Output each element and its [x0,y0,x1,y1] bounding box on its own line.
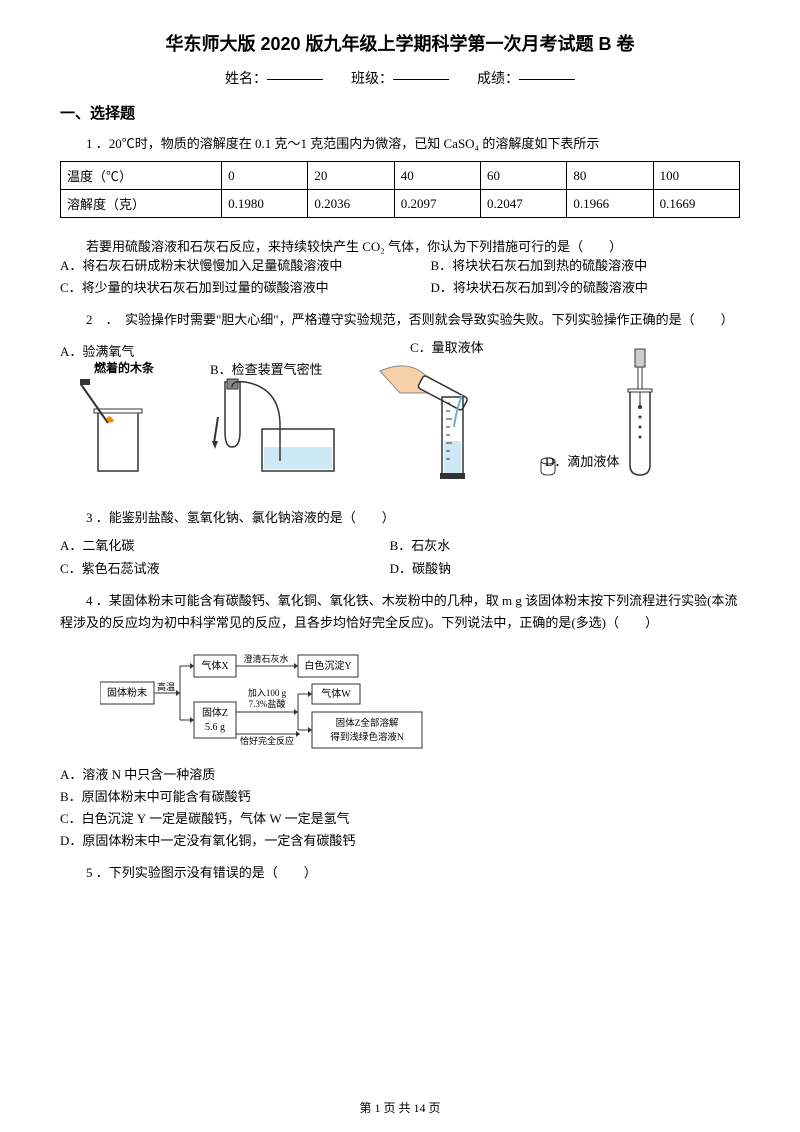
svg-text:气体W: 气体W [321,687,351,700]
score-label: 成绩： [477,72,519,87]
table-cell: 60 [481,162,567,190]
q1-option-d: D．将块状石灰石加到冷的硫酸溶液中 [430,277,729,299]
q4-option-d: D．原固体粉末中一定没有氧化铜，一定含有碳酸钙 [60,830,740,852]
apparatus-d-icon [620,347,664,483]
table-cell: 40 [394,162,480,190]
name-label: 姓名： [225,72,267,87]
svg-text:固体Z全部溶解: 固体Z全部溶解 [336,717,399,729]
q2-option-d-label: D．滴加液体 [545,451,619,470]
table-cell: 0 [222,162,308,190]
q1-option-c: C．将少量的块状石灰石加到过量的碳酸溶液中 [60,277,427,299]
table-row: 溶解度（克） 0.1980 0.2036 0.2097 0.2047 0.196… [61,190,740,218]
svg-text:恰好完全反应: 恰好完全反应 [240,735,294,746]
table-cell: 100 [653,162,739,190]
svg-text:5.6 g: 5.6 g [205,722,225,733]
svg-text:固体Z: 固体Z [202,707,228,719]
q3-option-b: B．石灰水 [390,535,730,557]
svg-text:气体X: 气体X [201,659,229,672]
q3-text: 3 ．能鉴别盐酸、氢氧化钠、氯化钠溶液的是（ ） [60,507,740,529]
page-title: 华东师大版 2020 版九年级上学期科学第一次月考试题 B 卷 [60,30,740,56]
page-footer: 第 1 页 共 14 页 [0,1099,800,1116]
q1-option-b: B．将块状石灰石加到热的硫酸溶液中 [430,255,729,277]
class-label: 班级： [351,72,393,87]
table-cell: 0.2047 [481,190,567,218]
table-row: 温度（℃） 0 20 40 60 80 100 [61,162,740,190]
q3-option-a: A．二氧化碳 [60,535,386,557]
table-cell: 80 [567,162,653,190]
svg-text:加入100 g: 加入100 g [248,688,287,698]
svg-text:白色沉淀Y: 白色沉淀Y [304,659,351,672]
svg-text:7.3%盐酸: 7.3%盐酸 [249,698,286,709]
q4-option-a: A．溶液 N 中只含一种溶质 [60,764,740,786]
q2-option-a-label: A．验满氧气 [60,341,134,360]
apparatus-b-icon [210,377,350,487]
q1-text: 1 ．20℃时，物质的溶解度在 0.1 克～1 克范围内为微溶，已知 CaSO₄… [60,133,740,155]
flowchart-icon: 固体粉末 高温 气体X 澄清石灰水 白色沉淀Y 固体Z 5.6 g 加入100 … [100,644,460,754]
q3-option-d: D．碳酸钠 [390,558,730,580]
table-cell: 0.1966 [567,190,653,218]
q3-option-c: C．紫色石蕊试液 [60,558,386,580]
table-cell: 0.2097 [394,190,480,218]
svg-text:高温: 高温 [157,681,175,692]
apparatus-a-icon [80,373,164,481]
table-cell: 溶解度（克） [61,190,222,218]
table-cell: 0.1980 [222,190,308,218]
q4-text: 4 ．某固体粉末可能含有碳酸钙、氧化铜、氧化铁、木炭粉中的几种，取 m g 该固… [60,590,740,634]
table-cell: 0.1669 [653,190,739,218]
table-cell: 20 [308,162,394,190]
svg-text:得到浅绿色溶液N: 得到浅绿色溶液N [330,731,404,743]
table-cell: 0.2036 [308,190,394,218]
q2-option-b-label: B．检查装置气密性 [210,359,323,378]
class-blank [393,79,449,80]
q1-option-a: A．将石灰石研成粉末状慢慢加入足量硫酸溶液中 [60,255,427,277]
q4-option-c: C．白色沉淀 Y 一定是碳酸钙，气体 W 一定是氢气 [60,808,740,830]
q1-prompt: 若要用硫酸溶液和石灰石反应，来持续较快产生 CO₂ 气体，你认为下列措施可行的是… [60,236,740,255]
apparatus-c-icon [370,353,520,483]
q5-text: 5 ．下列实验图示没有错误的是（ ） [60,862,740,884]
svg-text:澄清石灰水: 澄清石灰水 [243,653,288,664]
q2-text: 2 ． 实验操作时需要"胆大心细"，严格遵守实验规范，否则就会导致实验失败。下列… [60,309,740,331]
q1-table: 温度（℃） 0 20 40 60 80 100 溶解度（克） 0.1980 0.… [60,161,740,218]
q4-option-b: B．原固体粉末中可能含有碳酸钙 [60,786,740,808]
svg-text:固体粉末: 固体粉末 [107,686,147,699]
section-header: 一、选择题 [60,102,740,123]
info-row: 姓名： 班级： 成绩： [60,68,740,88]
table-cell: 温度（℃） [61,162,222,190]
name-blank [267,79,323,80]
score-blank [519,79,575,80]
